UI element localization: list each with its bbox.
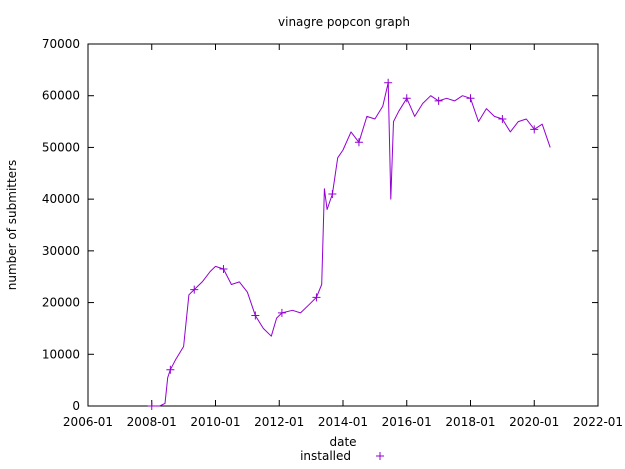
data-point-marker bbox=[354, 138, 363, 147]
x-axis: 2006-01 2008-01 2010-01 2012-01 2014-01 2016-… bbox=[63, 44, 623, 429]
y-tick-label: 40000 bbox=[42, 192, 80, 206]
y-tick-label: 20000 bbox=[42, 296, 80, 310]
legend-label-installed: installed bbox=[300, 449, 351, 463]
legend-plus-icon bbox=[376, 452, 384, 460]
y-tick-label: 30000 bbox=[42, 244, 80, 258]
data-point-marker bbox=[530, 125, 539, 134]
x-axis-label: date bbox=[329, 435, 356, 449]
data-point-marker bbox=[219, 264, 228, 273]
y-axis: 0 10000 20000 30000 40000 50000 60000 70000 bbox=[42, 37, 598, 413]
x-tick-label: 2020-01 bbox=[509, 415, 559, 429]
x-tick-label: 2008-01 bbox=[127, 415, 177, 429]
x-tick-label: 2006-01 bbox=[63, 415, 113, 429]
x-tick-label: 2012-01 bbox=[254, 415, 304, 429]
series-installed bbox=[147, 78, 551, 410]
x-tick-label: 2018-01 bbox=[445, 415, 495, 429]
data-point-marker bbox=[190, 285, 199, 294]
y-axis-label: number of submitters bbox=[5, 160, 19, 291]
x-tick-label: 2014-01 bbox=[318, 415, 368, 429]
x-tick-label: 2016-01 bbox=[382, 415, 432, 429]
data-point-marker bbox=[402, 94, 411, 103]
data-point-marker bbox=[147, 402, 156, 410]
data-point-marker bbox=[434, 96, 443, 105]
data-point-marker bbox=[384, 78, 393, 87]
data-point-marker bbox=[498, 114, 507, 123]
series-line-installed bbox=[151, 82, 551, 407]
y-tick-label: 0 bbox=[72, 399, 80, 413]
y-tick-label: 10000 bbox=[42, 347, 80, 361]
data-point-marker bbox=[251, 311, 260, 320]
plot-area bbox=[87, 43, 599, 407]
y-tick-label: 60000 bbox=[42, 89, 80, 103]
data-point-marker bbox=[466, 94, 475, 103]
x-tick-label: 2010-01 bbox=[190, 415, 240, 429]
x-tick-label: 2022-01 bbox=[573, 415, 623, 429]
legend-marker-installed bbox=[376, 452, 384, 460]
y-tick-label: 50000 bbox=[42, 140, 80, 154]
data-point-marker bbox=[277, 308, 286, 317]
y-tick-label: 70000 bbox=[42, 37, 80, 51]
data-point-marker bbox=[328, 189, 337, 198]
legend: installed bbox=[300, 449, 384, 463]
data-point-marker bbox=[312, 293, 321, 302]
data-point-marker bbox=[166, 365, 175, 374]
chart-title: vinagre popcon graph bbox=[278, 15, 410, 29]
